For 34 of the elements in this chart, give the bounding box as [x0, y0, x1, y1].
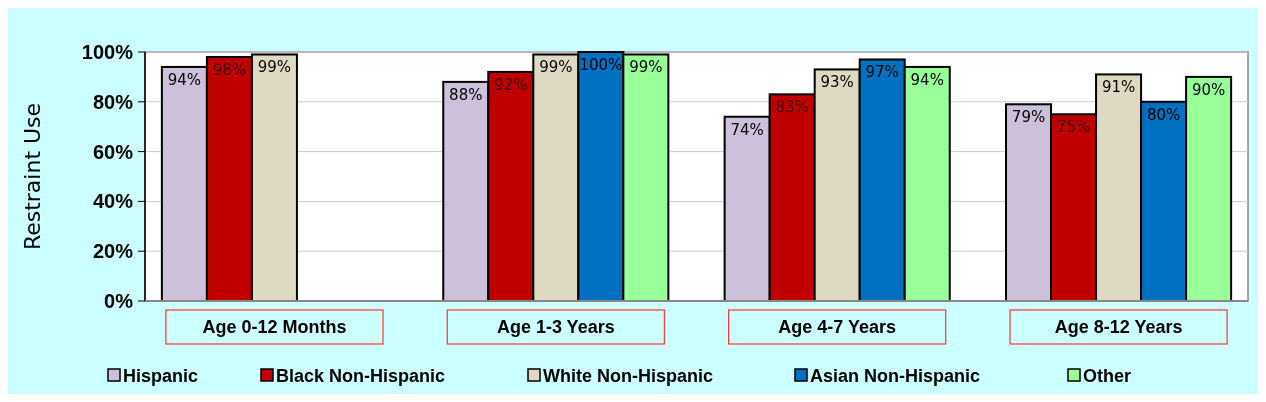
data-label: 92% [494, 75, 528, 94]
y-axis-title: Restraint Use [20, 102, 45, 251]
x-tick-label: Age 1-3 Years [496, 317, 615, 338]
legend-label: Black Non-Hispanic [276, 366, 446, 387]
data-label: 83% [775, 98, 809, 117]
y-tick-label: 20% [92, 240, 134, 263]
legend-label: Hispanic [123, 366, 199, 387]
y-tick-label: 0% [104, 290, 134, 312]
data-label: 75% [1056, 118, 1091, 137]
data-label: 99% [257, 58, 292, 77]
data-label: 74% [730, 120, 764, 139]
legend-label: Other [1083, 366, 1132, 387]
data-label: 88% [449, 85, 483, 104]
x-tick-label: Age 4-7 Years [778, 317, 897, 338]
data-label: 100% [579, 56, 623, 74]
data-label: 91% [1101, 78, 1136, 97]
data-label: 99% [539, 58, 573, 77]
data-label: 94% [167, 70, 202, 89]
y-tick-label: 40% [92, 190, 134, 213]
x-tick-label: Age 8-12 Years [1054, 317, 1183, 338]
data-label: 94% [910, 70, 944, 89]
y-tick-label: 80% [92, 90, 134, 113]
legend-label: White Non-Hispanic [543, 366, 713, 387]
data-label: 98% [212, 60, 247, 79]
data-label: 79% [1011, 108, 1046, 127]
legend-label: Asian Non-Hispanic [810, 366, 981, 387]
data-label: 93% [820, 73, 854, 92]
y-tick-label: 100% [81, 41, 134, 63]
data-label: 90% [1191, 80, 1226, 99]
x-tick-label: Age 0-12 Months [202, 317, 347, 338]
data-label: 99% [629, 58, 663, 77]
data-label: 97% [865, 63, 899, 82]
y-tick-label: 60% [92, 140, 134, 163]
data-label: 80% [1146, 105, 1181, 124]
